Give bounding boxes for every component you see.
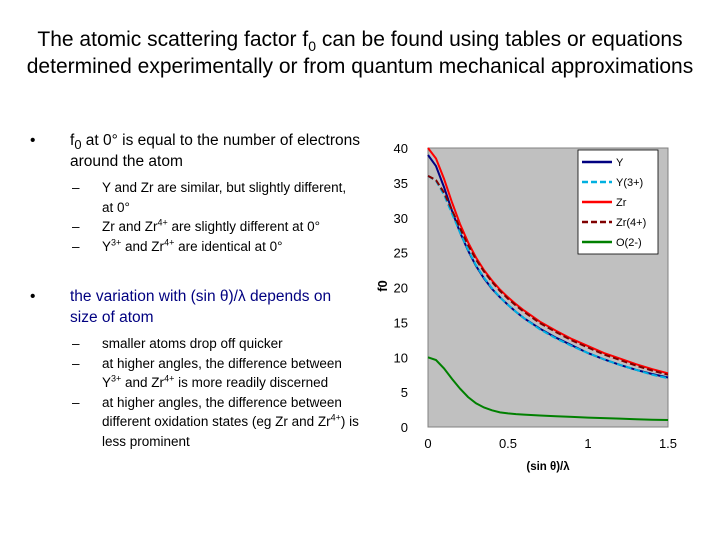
sub-bullet-marker: – <box>72 394 80 410</box>
text-fragment: 4+ <box>157 217 168 228</box>
bullet-block-electrons: • f0 at 0° is equal to the number of elec… <box>30 130 360 256</box>
text-fragment: Y <box>102 238 112 254</box>
text-fragment: ) is less prominent <box>102 414 359 449</box>
text-fragment: 3+ <box>111 237 122 247</box>
bullet-marker: • <box>30 288 36 305</box>
y-tick-label: 30 <box>394 211 408 226</box>
text-fragment: 4+ <box>330 412 341 423</box>
series-line-zr-4 <box>427 175 669 376</box>
text-fragment: and Zr <box>121 375 165 390</box>
title-subscript: 0 <box>308 38 316 55</box>
series-line-o-2 <box>427 356 669 421</box>
legend-label: Y <box>616 157 624 169</box>
y-tick-label: 0 <box>401 420 408 435</box>
bullet-marker: • <box>30 132 36 149</box>
y-axis-label: f0 <box>375 280 390 292</box>
sub-bullet-item: – at higher angles, the difference betwee… <box>72 354 360 393</box>
bullet-text: the variation with (sin θ)/λ depends on … <box>70 286 360 328</box>
legend: Y Y(3+) Zr Zr(4+) O(2-) <box>577 149 659 255</box>
x-tick-label: 0 <box>424 436 431 451</box>
sub-bullet-marker: – <box>72 238 80 254</box>
sub-bullet-item: – Y3+ and Zr4+ are identical at 0° <box>72 237 360 257</box>
text-fragment: at higher angles, the difference between… <box>102 355 342 391</box>
text-fragment: are slightly different at 0° <box>167 219 321 234</box>
bullet-item: • f0 at 0° is equal to the number of elec… <box>30 130 360 172</box>
text-fragment: at higher angles, the difference between… <box>102 394 342 430</box>
text-fragment: and Zr <box>121 238 165 254</box>
text-fragment: 3+ <box>111 373 122 384</box>
sub-bullet-item: – Zr and Zr4+ are slightly different at 0… <box>72 217 360 237</box>
x-axis-label: (sin θ)/λ <box>526 461 570 473</box>
slide-title: The atomic scattering factor f0 can be f… <box>20 26 700 80</box>
sub-bullet-text: Zr and Zr4+ are slightly different at 0° <box>102 217 320 237</box>
sub-bullet-text: Y and Zr are similar, but slightly diffe… <box>102 178 360 217</box>
legend-label: Zr(4+) <box>616 217 646 229</box>
bullet-item: • the variation with (sin θ)/λ depends on… <box>30 286 360 328</box>
legend-label: Zr <box>616 197 627 209</box>
sub-bullet-text: smaller atoms drop off quicker <box>102 334 283 354</box>
sub-bullet-text: at higher angles, the difference between… <box>102 393 360 452</box>
y-tick-label: 35 <box>394 176 408 191</box>
sub-bullet-marker: – <box>72 355 80 371</box>
x-tick-label: 1 <box>584 436 591 451</box>
scattering-factor-chart: 0 5 10 15 20 25 30 35 40 0 0.5 1 1.5 Y Y(3+) Zr Zr(4+) O… <box>375 141 677 473</box>
sub-bullet-text: at higher angles, the difference between… <box>102 354 360 393</box>
y-tick-label: 25 <box>394 246 408 261</box>
text-fragment: at 0° is equal to the number of electron… <box>70 132 360 170</box>
y-tick-label: 20 <box>394 281 408 296</box>
bullet-block-size: • the variation with (sin θ)/λ depends on… <box>30 286 360 451</box>
text-fragment: f <box>70 132 75 149</box>
sub-bullet-item: – smaller atoms drop off quicker <box>72 334 360 354</box>
sub-bullet-item: – at higher angles, the difference betwee… <box>72 393 360 452</box>
series-line-zr <box>427 147 669 375</box>
title-text: The atomic scattering factor f <box>37 28 309 51</box>
text-fragment: is more readily discerned <box>174 375 329 390</box>
y-tick-label: 5 <box>401 385 408 400</box>
text-fragment: smaller atoms drop off quicker <box>102 336 283 351</box>
sub-bullet-item: – Y and Zr are similar, but slightly diff… <box>72 178 360 217</box>
y-tick-label: 10 <box>394 350 408 365</box>
sub-bullet-marker: – <box>72 180 80 195</box>
x-tick-label: 1.5 <box>659 436 677 451</box>
x-tick-label: 0.5 <box>499 436 517 451</box>
text-fragment: Y and Zr are similar, but slightly diffe… <box>102 180 347 215</box>
y-tick-label: 40 <box>394 141 408 156</box>
text-fragment: 4+ <box>164 237 175 247</box>
legend-label: Y(3+) <box>616 177 643 189</box>
y-tick-label: 15 <box>394 315 408 330</box>
sub-bullet-marker: – <box>72 336 80 351</box>
text-fragment: Zr and Zr <box>102 219 158 234</box>
sub-bullet-text: Y3+ and Zr4+ are identical at 0° <box>102 237 283 257</box>
text-fragment: the variation with (sin θ)/λ depends on … <box>70 288 332 326</box>
title-text-continued: can be found using tables or equations d… <box>26 28 694 78</box>
text-fragment: 4+ <box>164 373 175 384</box>
text-fragment: 0 <box>74 137 82 153</box>
series-line-y-3 <box>427 175 669 380</box>
sub-bullet-marker: – <box>72 219 80 234</box>
text-fragment: are identical at 0° <box>174 238 283 254</box>
bullet-text: f0 at 0° is equal to the number of elect… <box>70 130 360 172</box>
legend-label: O(2-) <box>616 237 642 249</box>
